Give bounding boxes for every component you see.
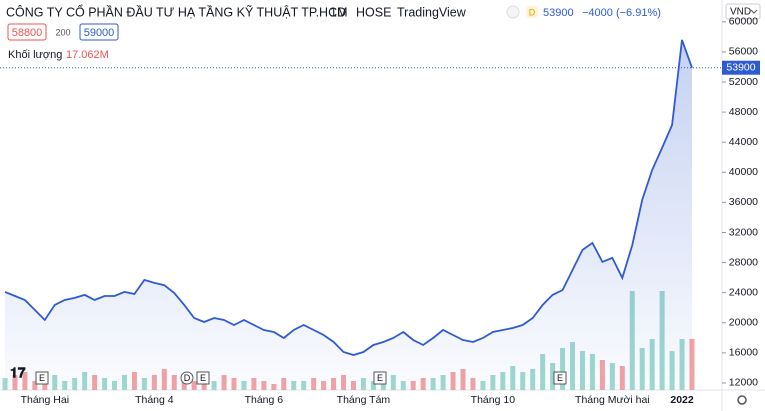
y-tick-label: 24000 [729, 286, 758, 298]
volume-value: 17.062M [66, 49, 109, 61]
y-tick-label: 32000 [729, 226, 758, 238]
currency-button[interactable] [725, 3, 761, 20]
event-marker-bg [35, 371, 49, 385]
last-price-label: 53900 [726, 61, 755, 73]
header-price: 53900 [543, 7, 574, 19]
y-tick-label: 12000 [729, 377, 758, 389]
price-line [4, 39, 693, 356]
event-marker: E [377, 373, 383, 383]
badge: D [529, 7, 536, 17]
buy-box[interactable] [79, 23, 119, 41]
y-tick-label: 48000 [729, 106, 758, 118]
y-tick-label: 20000 [729, 317, 758, 329]
y-tick-label: 44000 [729, 136, 758, 148]
status-dot [506, 5, 520, 19]
event-marker-bg [180, 371, 194, 385]
y-tick-label: 40000 [729, 166, 758, 178]
event-marker: E [200, 373, 206, 383]
y-tick-label: 16000 [729, 347, 758, 359]
symbol-title: CÔNG TY CỔ PHẦN ĐẦU TƯ HẠ TẦNG KỸ THUẬT … [6, 4, 348, 19]
event-marker-bg [196, 371, 210, 385]
x-tick-label: Tháng Tám [337, 394, 391, 406]
header-change: −4000 (−6.91%) [582, 7, 661, 19]
event-marker-bg [373, 371, 387, 385]
plot [2, 39, 695, 391]
y-tick-label: 60000 [729, 16, 758, 28]
x-tick-label: Tháng 6 [245, 394, 284, 406]
x-tick-label: Tháng 4 [135, 394, 174, 406]
sell-box[interactable] [7, 23, 47, 41]
dropdown-arrow [750, 9, 758, 14]
y-tick-label: 56000 [729, 46, 758, 58]
event-marker-bg [553, 371, 567, 385]
area-fill [5, 39, 692, 391]
volume-title: Khối lượng [8, 49, 62, 61]
buy-price: 59000 [84, 27, 115, 39]
event-marker: E [39, 373, 45, 383]
x-tick-label: Tháng Hai [21, 394, 69, 406]
event-marker: E [557, 373, 563, 383]
currency: VND [730, 7, 751, 18]
exchange: HOSE [356, 5, 391, 19]
badge-bg [526, 6, 538, 18]
source: TradingView [397, 5, 467, 19]
x-tick-label: Tháng 10 [471, 394, 516, 406]
y-tick-label: 36000 [729, 196, 758, 208]
last-price-tag [722, 60, 760, 75]
logo: 𝟏𝟕 [10, 365, 26, 381]
y-tick-label: 28000 [729, 256, 758, 268]
event-marker: D [184, 373, 191, 383]
settings-icon[interactable] [737, 395, 747, 405]
x-tick-label: Tháng Mười hai [575, 394, 650, 406]
x-tick-label: 2022 [670, 394, 694, 406]
interval: 1D [330, 5, 346, 19]
sell-price: 58800 [12, 27, 43, 39]
spread: 200 [55, 27, 70, 37]
y-tick-label: 52000 [729, 76, 758, 88]
